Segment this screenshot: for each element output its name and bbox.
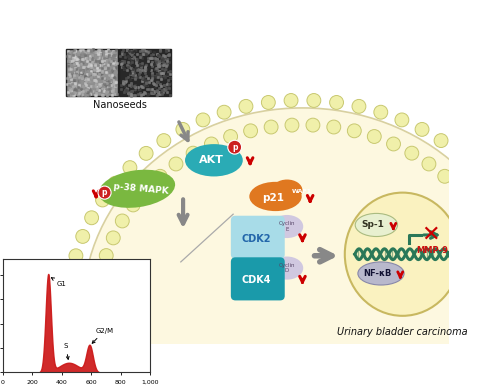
Circle shape: [98, 186, 111, 199]
Text: Urinary bladder carcinoma: Urinary bladder carcinoma: [337, 327, 468, 337]
Circle shape: [438, 169, 452, 183]
FancyBboxPatch shape: [66, 49, 118, 96]
Circle shape: [496, 267, 500, 281]
Circle shape: [139, 146, 153, 160]
Circle shape: [434, 134, 448, 147]
Ellipse shape: [98, 170, 175, 208]
Circle shape: [468, 161, 482, 174]
Circle shape: [395, 113, 409, 127]
Circle shape: [415, 122, 429, 136]
Circle shape: [153, 169, 167, 183]
Text: Nanoseeds: Nanoseeds: [93, 100, 147, 110]
Circle shape: [96, 193, 110, 207]
Circle shape: [262, 95, 276, 109]
Circle shape: [306, 118, 320, 132]
Text: CDK4: CDK4: [242, 275, 271, 285]
Circle shape: [374, 105, 388, 119]
Circle shape: [217, 105, 231, 119]
Circle shape: [123, 161, 137, 174]
Circle shape: [465, 198, 478, 212]
Ellipse shape: [345, 193, 461, 316]
Circle shape: [368, 130, 381, 144]
Circle shape: [405, 146, 418, 160]
Text: CDK2: CDK2: [242, 234, 271, 244]
Circle shape: [64, 269, 78, 283]
Text: Sp-1: Sp-1: [362, 220, 384, 229]
Text: WAF1: WAF1: [292, 190, 312, 194]
Text: G1: G1: [52, 278, 67, 287]
Circle shape: [492, 249, 500, 262]
Circle shape: [116, 214, 129, 228]
Circle shape: [452, 146, 466, 160]
Circle shape: [76, 230, 90, 243]
Text: MMP-9: MMP-9: [416, 246, 448, 255]
Text: p21: p21: [262, 193, 284, 203]
Circle shape: [106, 231, 120, 245]
Text: NF-κB: NF-κB: [364, 269, 392, 278]
Text: Cyclin
E: Cyclin E: [279, 221, 295, 232]
Circle shape: [126, 198, 140, 212]
Circle shape: [157, 134, 171, 147]
Ellipse shape: [271, 257, 303, 279]
FancyBboxPatch shape: [119, 49, 171, 96]
Text: p: p: [102, 188, 108, 197]
Circle shape: [422, 157, 436, 171]
FancyBboxPatch shape: [231, 257, 284, 300]
Circle shape: [176, 122, 190, 136]
Circle shape: [84, 211, 98, 225]
Text: G2/M: G2/M: [92, 328, 114, 343]
Circle shape: [69, 249, 83, 263]
Circle shape: [284, 93, 298, 107]
Text: Cyclin
D: Cyclin D: [279, 263, 295, 273]
Circle shape: [352, 100, 366, 113]
Circle shape: [204, 137, 218, 151]
Circle shape: [348, 124, 361, 138]
Circle shape: [228, 140, 241, 154]
FancyBboxPatch shape: [231, 216, 284, 259]
Circle shape: [330, 95, 344, 109]
Circle shape: [108, 176, 122, 190]
Circle shape: [285, 118, 299, 132]
Circle shape: [307, 93, 321, 107]
Text: p: p: [232, 143, 237, 152]
Circle shape: [94, 267, 108, 281]
Circle shape: [239, 100, 253, 113]
Text: S: S: [64, 343, 69, 359]
Ellipse shape: [355, 213, 398, 237]
Circle shape: [484, 231, 498, 245]
Circle shape: [482, 176, 496, 190]
Circle shape: [196, 113, 210, 127]
Ellipse shape: [271, 215, 303, 238]
Ellipse shape: [250, 182, 302, 211]
Text: AKT: AKT: [199, 155, 224, 165]
Circle shape: [169, 157, 183, 171]
Circle shape: [244, 124, 258, 138]
Circle shape: [224, 130, 237, 144]
Circle shape: [496, 193, 500, 207]
Circle shape: [452, 183, 466, 197]
Circle shape: [386, 137, 400, 151]
Circle shape: [186, 146, 200, 160]
Circle shape: [264, 120, 278, 134]
Circle shape: [100, 249, 113, 262]
Text: ✕: ✕: [421, 225, 440, 245]
Circle shape: [476, 214, 490, 228]
Circle shape: [327, 120, 340, 134]
Ellipse shape: [272, 179, 302, 201]
Ellipse shape: [185, 144, 243, 176]
Ellipse shape: [83, 108, 500, 386]
Ellipse shape: [358, 262, 404, 285]
Circle shape: [139, 183, 153, 197]
Text: p-38 MAPK: p-38 MAPK: [113, 182, 168, 196]
